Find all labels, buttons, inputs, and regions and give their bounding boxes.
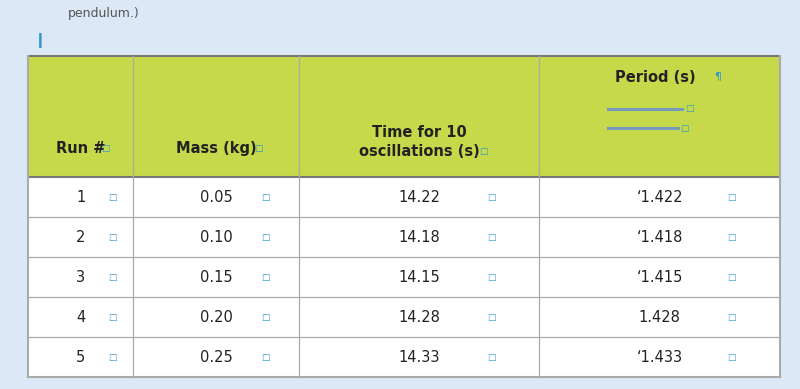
Text: □: □	[108, 193, 117, 202]
Text: □: □	[487, 353, 495, 362]
Text: ¶: ¶	[714, 72, 721, 82]
Text: □: □	[487, 313, 495, 322]
Text: 14.28: 14.28	[398, 310, 440, 325]
Text: ‘1.422: ‘1.422	[636, 189, 683, 205]
Text: ‘1.433: ‘1.433	[637, 350, 682, 365]
Text: ‘1.418: ‘1.418	[637, 230, 683, 245]
Bar	[28, 56, 780, 177]
Text: 0.20: 0.20	[199, 310, 233, 325]
Text: □: □	[262, 273, 270, 282]
Text: □: □	[487, 233, 495, 242]
Text: □: □	[254, 144, 262, 154]
Text: 3: 3	[76, 270, 86, 285]
Text: □: □	[262, 193, 270, 202]
Text: 14.33: 14.33	[398, 350, 440, 365]
Text: oscillations (s): oscillations (s)	[358, 144, 479, 159]
Text: 14.22: 14.22	[398, 189, 440, 205]
Text: 0.10: 0.10	[200, 230, 232, 245]
Text: □: □	[108, 353, 117, 362]
Text: □: □	[728, 313, 736, 322]
Text: 1.428: 1.428	[638, 310, 681, 325]
Text: 14.18: 14.18	[398, 230, 440, 245]
Bar	[28, 217, 780, 257]
Text: 0.05: 0.05	[200, 189, 232, 205]
Text: 2: 2	[76, 230, 86, 245]
Text: □: □	[681, 124, 689, 133]
Text: □: □	[728, 233, 736, 242]
Bar	[28, 257, 780, 297]
Text: Period (s): Period (s)	[615, 70, 696, 85]
Text: □: □	[108, 313, 117, 322]
Bar	[28, 177, 780, 217]
Text: □: □	[262, 233, 270, 242]
Bar	[28, 337, 780, 377]
Text: 0.25: 0.25	[200, 350, 232, 365]
Text: Mass (kg): Mass (kg)	[176, 142, 256, 156]
Text: □: □	[728, 353, 736, 362]
Text: □: □	[108, 273, 117, 282]
Text: □: □	[487, 193, 495, 202]
Text: 1: 1	[76, 189, 86, 205]
Text: 4: 4	[76, 310, 86, 325]
Text: □: □	[108, 233, 117, 242]
Text: □: □	[728, 273, 736, 282]
Text: 0.15: 0.15	[200, 270, 232, 285]
Text: ❙: ❙	[34, 33, 46, 48]
Text: □: □	[262, 353, 270, 362]
Text: □: □	[101, 144, 110, 154]
Text: 5: 5	[76, 350, 86, 365]
Text: □: □	[728, 193, 736, 202]
Text: □: □	[262, 313, 270, 322]
Text: □: □	[487, 273, 495, 282]
Text: Run #: Run #	[56, 142, 106, 156]
Bar	[28, 297, 780, 337]
Text: □: □	[685, 104, 694, 114]
Text: 14.15: 14.15	[398, 270, 440, 285]
Text: □: □	[478, 147, 487, 156]
Text: pendulum.): pendulum.)	[68, 7, 140, 20]
Text: Time for 10: Time for 10	[372, 125, 466, 140]
Text: ‘1.415: ‘1.415	[637, 270, 683, 285]
